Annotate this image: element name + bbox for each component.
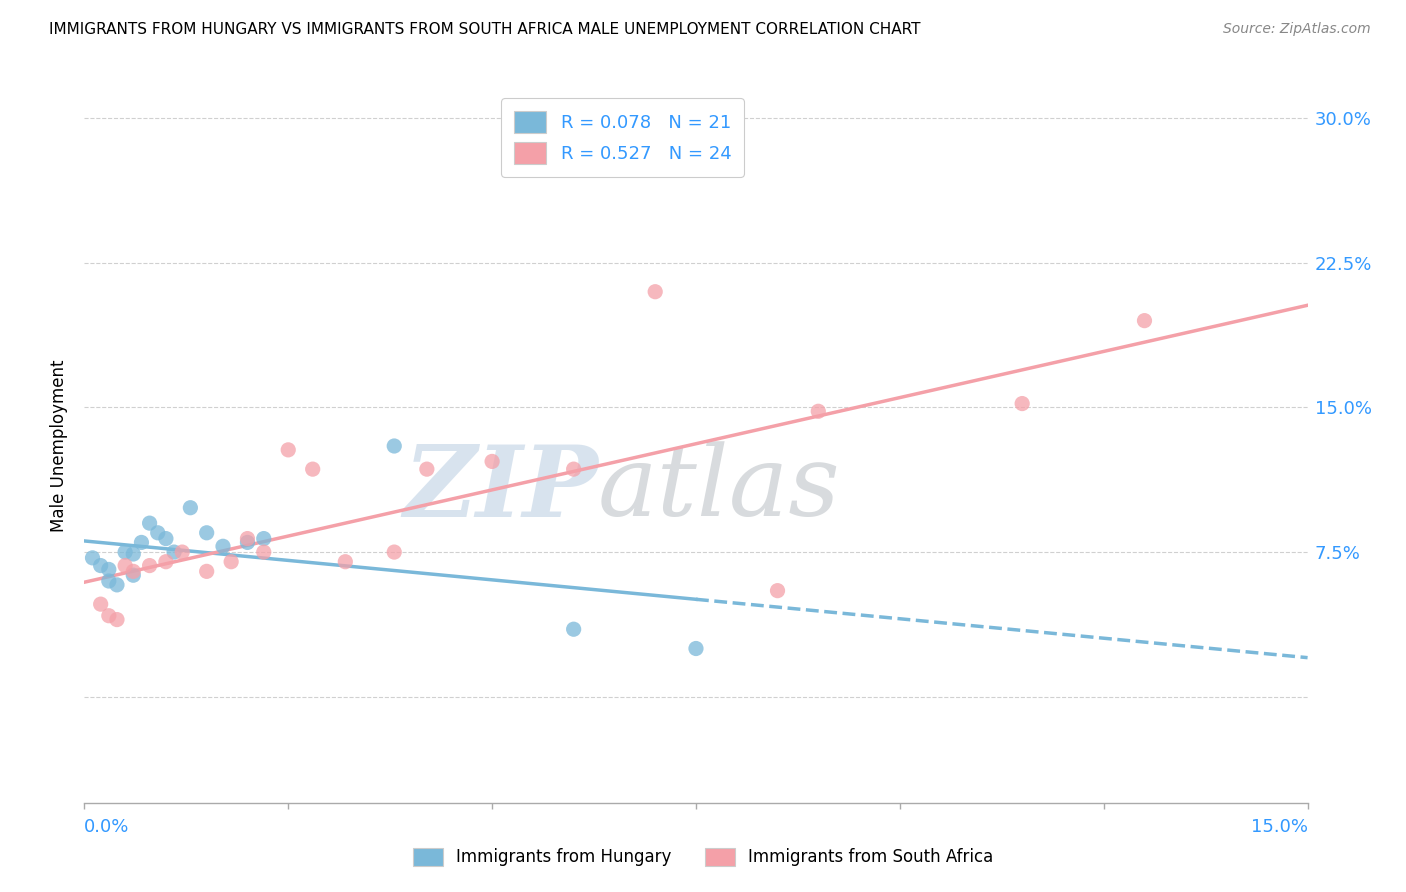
- Point: [114, 558, 136, 573]
- Point: [122, 568, 145, 582]
- Point: [644, 285, 666, 299]
- Point: [97, 574, 120, 588]
- Y-axis label: Male Unemployment: Male Unemployment: [51, 359, 69, 533]
- Text: 15.0%: 15.0%: [1250, 818, 1308, 836]
- Point: [685, 641, 707, 656]
- Point: [122, 565, 145, 579]
- Point: [236, 535, 259, 549]
- Point: [105, 613, 128, 627]
- Point: [481, 454, 503, 468]
- Point: [131, 535, 153, 549]
- Text: IMMIGRANTS FROM HUNGARY VS IMMIGRANTS FROM SOUTH AFRICA MALE UNEMPLOYMENT CORREL: IMMIGRANTS FROM HUNGARY VS IMMIGRANTS FR…: [49, 22, 921, 37]
- Point: [138, 558, 160, 573]
- Point: [195, 525, 218, 540]
- Point: [90, 558, 112, 573]
- Point: [766, 583, 789, 598]
- Point: [382, 545, 405, 559]
- Point: [122, 547, 145, 561]
- Point: [163, 545, 186, 559]
- Text: 0.0%: 0.0%: [84, 818, 129, 836]
- Text: ZIP: ZIP: [404, 441, 598, 537]
- Point: [335, 555, 357, 569]
- Point: [179, 500, 201, 515]
- Point: [382, 439, 405, 453]
- Point: [1133, 313, 1156, 327]
- Point: [90, 597, 112, 611]
- Point: [277, 442, 299, 457]
- Point: [172, 545, 194, 559]
- Point: [807, 404, 830, 418]
- Legend: R = 0.078   N = 21, R = 0.527   N = 24: R = 0.078 N = 21, R = 0.527 N = 24: [501, 98, 744, 177]
- Point: [253, 545, 276, 559]
- Text: atlas: atlas: [598, 442, 841, 536]
- Point: [1011, 396, 1033, 410]
- Point: [195, 565, 218, 579]
- Point: [155, 555, 177, 569]
- Point: [301, 462, 323, 476]
- Point: [138, 516, 160, 530]
- Point: [97, 608, 120, 623]
- Legend: Immigrants from Hungary, Immigrants from South Africa: Immigrants from Hungary, Immigrants from…: [405, 839, 1001, 875]
- Point: [253, 532, 276, 546]
- Point: [97, 562, 120, 576]
- Point: [416, 462, 439, 476]
- Point: [105, 578, 128, 592]
- Point: [155, 532, 177, 546]
- Point: [219, 555, 242, 569]
- Point: [212, 539, 235, 553]
- Text: Source: ZipAtlas.com: Source: ZipAtlas.com: [1223, 22, 1371, 37]
- Point: [146, 525, 169, 540]
- Point: [82, 550, 104, 565]
- Point: [562, 462, 585, 476]
- Point: [114, 545, 136, 559]
- Point: [236, 532, 259, 546]
- Point: [562, 622, 585, 636]
